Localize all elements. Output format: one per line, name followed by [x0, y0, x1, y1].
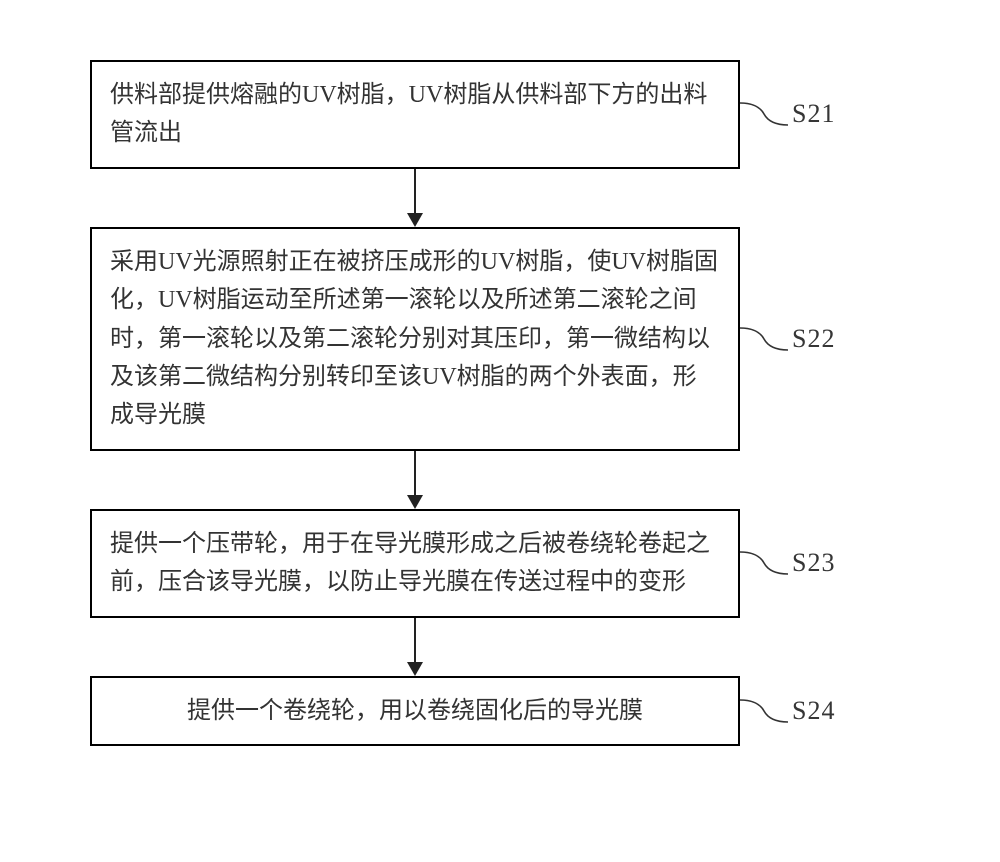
arrow-down — [90, 618, 740, 676]
label-connector: S22 — [740, 320, 835, 358]
connector-curve — [740, 320, 788, 358]
connector-curve — [740, 95, 788, 133]
step-box-s24: 提供一个卷绕轮，用以卷绕固化后的导光膜 — [90, 676, 740, 746]
step-box-s22: 采用UV光源照射正在被挤压成形的UV树脂，使UV树脂固化，UV树脂运动至所述第一… — [90, 227, 740, 451]
flowchart-container: 供料部提供熔融的UV树脂，UV树脂从供料部下方的出料管流出 S21 采用UV光源… — [90, 60, 910, 746]
step-row: 采用UV光源照射正在被挤压成形的UV树脂，使UV树脂固化，UV树脂运动至所述第一… — [90, 227, 910, 451]
step-row: 供料部提供熔融的UV树脂，UV树脂从供料部下方的出料管流出 S21 — [90, 60, 910, 169]
step-label-s21: S21 — [792, 99, 835, 129]
arrow-down — [90, 451, 740, 509]
step-label-s23: S23 — [792, 548, 835, 578]
step-label-s22: S22 — [792, 324, 835, 354]
connector-curve — [740, 544, 788, 582]
label-connector: S24 — [740, 692, 835, 730]
step-row: 提供一个压带轮，用于在导光膜形成之后被卷绕轮卷起之前，压合该导光膜，以防止导光膜… — [90, 509, 910, 618]
arrow-down — [90, 169, 740, 227]
step-label-s24: S24 — [792, 696, 835, 726]
label-connector: S23 — [740, 544, 835, 582]
step-box-s21: 供料部提供熔融的UV树脂，UV树脂从供料部下方的出料管流出 — [90, 60, 740, 169]
step-box-s23: 提供一个压带轮，用于在导光膜形成之后被卷绕轮卷起之前，压合该导光膜，以防止导光膜… — [90, 509, 740, 618]
connector-curve — [740, 692, 788, 730]
label-connector: S21 — [740, 95, 835, 133]
step-row: 提供一个卷绕轮，用以卷绕固化后的导光膜 S24 — [90, 676, 910, 746]
